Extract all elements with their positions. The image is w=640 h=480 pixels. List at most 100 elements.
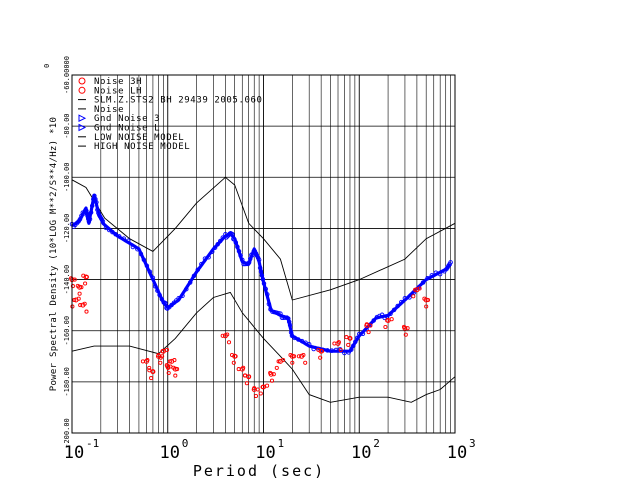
data-point <box>195 267 201 272</box>
y-tick-label: -80.00 <box>63 113 71 138</box>
series-0 <box>71 176 456 301</box>
data-point <box>241 261 246 267</box>
data-point <box>429 273 435 278</box>
data-point <box>174 298 179 303</box>
data-point <box>383 324 388 330</box>
data-point <box>351 343 356 348</box>
data-point <box>424 304 429 309</box>
data-point <box>402 295 408 301</box>
data-point <box>145 358 150 363</box>
data-point <box>160 349 165 354</box>
data-point <box>299 338 305 344</box>
x-tick-exponent: 3 <box>469 437 476 450</box>
data-point <box>292 354 297 359</box>
data-point <box>184 286 189 292</box>
data-point <box>342 350 347 356</box>
data-point <box>243 373 248 378</box>
legend-triangle-symbol <box>78 123 87 132</box>
data-point <box>360 331 366 337</box>
data-point <box>167 304 172 310</box>
data-point <box>385 318 391 323</box>
data-point <box>187 280 193 285</box>
data-point <box>366 330 371 335</box>
y-tick-group: -120.00 <box>63 214 71 244</box>
data-point <box>287 322 293 328</box>
data-point <box>199 261 204 267</box>
y-tick-label: -60.00000 <box>63 56 71 94</box>
data-point <box>160 348 166 354</box>
data-point <box>150 369 155 374</box>
data-point <box>140 359 145 364</box>
data-point <box>349 347 354 352</box>
data-point <box>347 336 353 341</box>
data-point <box>355 335 360 341</box>
data-point <box>176 295 181 301</box>
data-point <box>346 342 351 347</box>
y-tick-label: -140.00 <box>63 265 71 295</box>
data-point <box>422 296 427 301</box>
data-point <box>336 340 341 345</box>
data-point <box>158 360 163 365</box>
data-point <box>329 348 335 353</box>
data-point <box>255 255 261 260</box>
y-tick-group: -100.00 <box>63 163 71 193</box>
data-point <box>448 260 453 265</box>
y-tick-label: -100.00 <box>63 163 71 193</box>
y-axis-label: Power Spectral Density (10*LOG M**2/S**4… <box>49 117 59 392</box>
data-point <box>220 333 225 338</box>
data-point <box>260 276 266 282</box>
legend-entry: Noise <box>78 105 123 115</box>
data-point <box>261 281 267 286</box>
legend-entry: Noise LH <box>78 86 142 96</box>
y-tick-group: -160.00 <box>63 316 71 346</box>
data-point <box>274 365 279 370</box>
legend-entry: HIGH NOISE MODEL <box>78 142 190 152</box>
y-tick-labels: -200.00 -180.00 -160.00 -140.00 -120.00 -100.… <box>63 56 71 448</box>
data-point <box>364 322 369 327</box>
data-point <box>85 216 91 222</box>
legend-entry: Gnd Noise 3 <box>78 114 160 124</box>
data-point <box>353 339 358 345</box>
data-point <box>263 286 268 292</box>
data-point <box>368 323 373 328</box>
data-point <box>252 386 257 391</box>
data-point <box>70 284 75 289</box>
data-point <box>144 263 150 269</box>
data-point <box>110 229 115 235</box>
data-point <box>405 326 410 331</box>
data-point <box>76 296 81 301</box>
data-point <box>425 275 430 281</box>
data-point <box>338 347 343 353</box>
data-point <box>301 352 306 358</box>
data-point <box>316 347 321 352</box>
y-tick-group: -200.00 <box>63 418 71 448</box>
data-point <box>94 200 99 205</box>
x-tick-exponent: 2 <box>373 437 380 450</box>
data-point <box>175 367 180 372</box>
data-point <box>241 365 246 370</box>
data-point <box>235 244 240 250</box>
legend-label: Noise 3H <box>94 77 142 87</box>
legend-label: Gnd Noise 3 <box>94 114 160 124</box>
data-point <box>166 370 171 376</box>
y-tick-label: -200.00 <box>63 418 71 448</box>
data-point <box>395 303 400 309</box>
data-point <box>84 274 89 280</box>
data-point <box>407 295 412 300</box>
x-tick-labels: 10 -1 10 0 10 1 10 2 10 3 <box>64 437 476 463</box>
data-point <box>268 370 273 375</box>
data-point <box>167 359 172 364</box>
legend-label: HIGH NOISE MODEL <box>94 142 190 152</box>
data-point <box>191 273 197 279</box>
model-line <box>71 176 456 301</box>
data-point <box>88 210 94 215</box>
x-tick-group: 10 -1 <box>64 437 99 463</box>
data-point <box>296 354 301 359</box>
data-point <box>374 314 380 320</box>
y-tick-group: -80.00 <box>63 113 71 138</box>
data-point <box>130 244 136 250</box>
data-point <box>425 297 431 303</box>
x-tick-base: 10 <box>447 443 467 463</box>
data-point <box>236 248 242 254</box>
series-3 <box>69 273 431 399</box>
